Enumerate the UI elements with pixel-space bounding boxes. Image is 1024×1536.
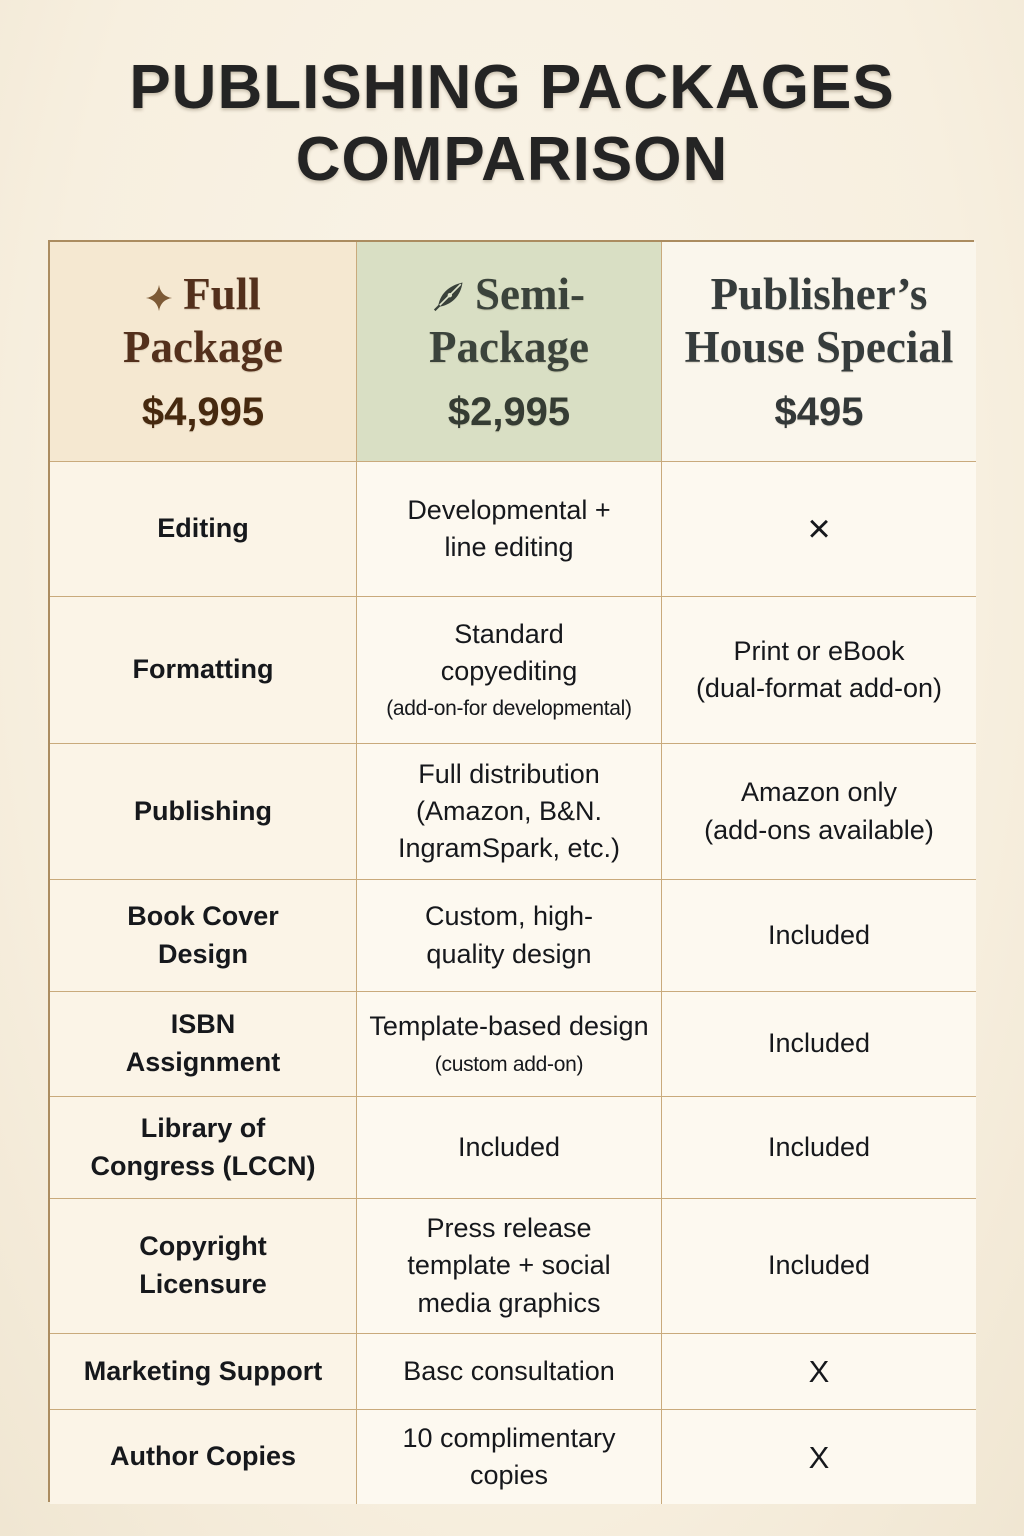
semi-package-value: Full distribution (Amazon, B&N. IngramSp…: [397, 758, 621, 864]
feature-cell: Marketing Support: [50, 1334, 357, 1410]
column-header-semi: Semi-Package $2,995: [357, 242, 662, 462]
page-title: PUBLISHING PACKAGES COMPARISON: [0, 52, 1024, 196]
semi-package-value: 10 complimentary copies: [402, 1422, 616, 1490]
special-value-cell: Amazon only (add-ons available): [662, 744, 976, 880]
special-value: Included: [767, 919, 871, 950]
special-value-cell: Included: [662, 1097, 976, 1199]
semi-package-value: Developmental + line editing: [407, 494, 611, 562]
special-value: Included: [767, 1028, 871, 1059]
semi-package-value-cell: Standard copyediting (add-on-for developm…: [357, 597, 662, 744]
semi-package-value-cell: Custom, high- quality design: [357, 880, 662, 992]
feature-cell: Library of Congress (LCCN): [50, 1097, 357, 1199]
feature-cell: Author Copies: [50, 1410, 357, 1504]
special-x-mark-cell: ×: [662, 462, 976, 597]
special-value: Included: [767, 1131, 871, 1162]
package-name: Publisher’s House Special: [684, 268, 954, 372]
x-mark-icon: X: [808, 1439, 830, 1475]
feature-cell: Publishing: [50, 744, 357, 880]
special-value-cell: Included: [662, 880, 976, 992]
column-header-special: Publisher’s House Special $495: [662, 242, 976, 462]
package-price: $495: [774, 390, 864, 435]
package-name: Full Package: [123, 268, 283, 372]
semi-package-value-cell: Template-based design (custom add-on): [357, 992, 662, 1097]
page-title-line1: PUBLISHING PACKAGES: [129, 53, 895, 122]
semi-package-value: Press release template + social media gr…: [407, 1213, 611, 1318]
special-value-cell: Included: [662, 992, 976, 1097]
page-title-line2: COMPARISON: [295, 124, 729, 194]
package-price: $2,995: [447, 390, 571, 435]
semi-package-value-cell: 10 complimentary copies: [357, 1410, 662, 1504]
x-mark-icon: X: [808, 1354, 830, 1389]
special-value: Print or eBook (dual-format add-on): [695, 635, 943, 703]
special-x-mark-cell: X: [662, 1334, 976, 1410]
semi-package-value: Basc consultation: [403, 1355, 615, 1386]
feature-cell: ISBN Assignment: [50, 992, 357, 1097]
semi-package-value: Standard copyediting: [440, 618, 578, 687]
feature-cell: Copyright Licensure: [50, 1199, 357, 1334]
feature-cell: Book Cover Design: [50, 880, 357, 992]
leaf-icon: [433, 271, 465, 324]
semi-package-value-cell: Included: [357, 1097, 662, 1199]
special-x-mark-cell: X: [662, 1410, 976, 1504]
semi-package-value-cell: Basc consultation: [357, 1334, 662, 1410]
semi-package-value-cell: Full distribution (Amazon, B&N. IngramSp…: [357, 744, 662, 880]
sparkle-icon: [145, 271, 173, 324]
semi-package-value: Template-based design: [369, 1011, 649, 1042]
x-mark-icon: ×: [807, 507, 831, 551]
feature-cell: Editing: [50, 462, 357, 597]
column-header-full: Full Package $4,995: [50, 242, 357, 462]
package-price: $4,995: [141, 390, 265, 435]
special-value: Amazon only (add-ons available): [704, 777, 934, 845]
special-value: Included: [767, 1250, 871, 1281]
semi-package-note: (custom add-on): [434, 1052, 584, 1076]
semi-package-value: Included: [457, 1131, 561, 1162]
semi-package-value: Custom, high- quality design: [424, 901, 594, 969]
semi-package-value-cell: Press release template + social media gr…: [357, 1199, 662, 1334]
special-value-cell: Included: [662, 1199, 976, 1334]
comparison-table: Full Package $4,995 Semi-Package $2,995 Publ…: [48, 240, 976, 1504]
semi-package-value-cell: Developmental + line editing: [357, 462, 662, 597]
feature-cell: Formatting: [50, 597, 357, 744]
package-name: Semi-Package: [429, 268, 589, 372]
special-value-cell: Print or eBook (dual-format add-on): [662, 597, 976, 744]
semi-package-note: (add-on-for developmental): [386, 697, 632, 721]
